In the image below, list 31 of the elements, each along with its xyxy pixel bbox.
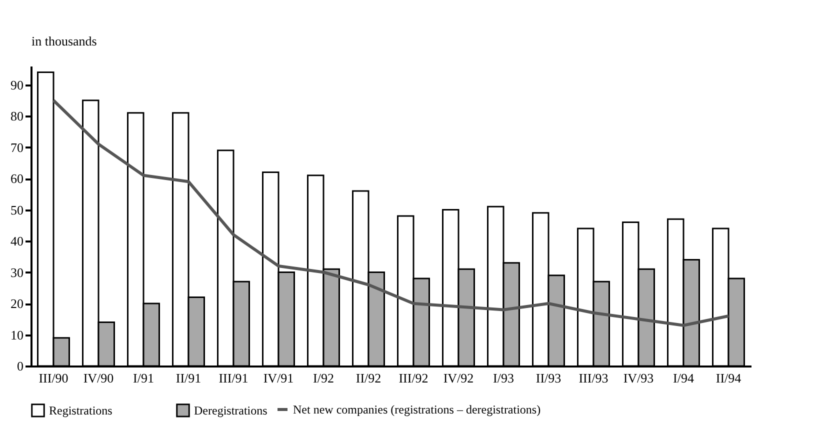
y-tick-label: 80 <box>10 108 24 124</box>
x-tick-label: IV/91 <box>263 370 294 386</box>
line-series <box>52 98 730 327</box>
y-tick-label: 20 <box>10 296 24 311</box>
x-tick-label: I/92 <box>313 370 334 386</box>
x-tick-label: III/90 <box>38 370 68 386</box>
y-tick-label: 40 <box>10 234 24 248</box>
x-tick-label: III/92 <box>398 370 428 386</box>
x-tick-label: I/94 <box>673 370 694 386</box>
y-axis-title: in thousands <box>32 34 97 48</box>
y-tick-label: 30 <box>10 264 24 280</box>
y-tick-label: 90 <box>10 77 24 92</box>
x-tick-label: IV/93 <box>623 370 654 386</box>
x-tick-label: III/93 <box>578 370 608 386</box>
x-tick-label: II/93 <box>536 370 562 386</box>
y-tick-label: 50 <box>10 202 24 218</box>
x-tick-label: II/94 <box>716 370 742 386</box>
y-tick-label: 60 <box>10 171 24 186</box>
x-tick-label: II/92 <box>356 370 382 386</box>
legend-label: Registrations <box>49 403 113 418</box>
x-tick-label: II/91 <box>176 370 202 386</box>
x-tick-label: I/91 <box>133 370 154 386</box>
x-tick-label: III/91 <box>218 370 248 386</box>
x-tick-label: IV/90 <box>83 370 114 386</box>
y-tick-label: 10 <box>10 327 24 342</box>
legend-label: Deregistrations <box>194 403 268 418</box>
x-tick-label: I/93 <box>493 370 514 386</box>
legend-label: Net new companies (registrations – deregistrations) <box>293 402 541 416</box>
x-tick-label: IV/92 <box>443 370 474 386</box>
y-tick-label: 0 <box>17 358 24 374</box>
y-tick-label: 70 <box>10 140 24 155</box>
